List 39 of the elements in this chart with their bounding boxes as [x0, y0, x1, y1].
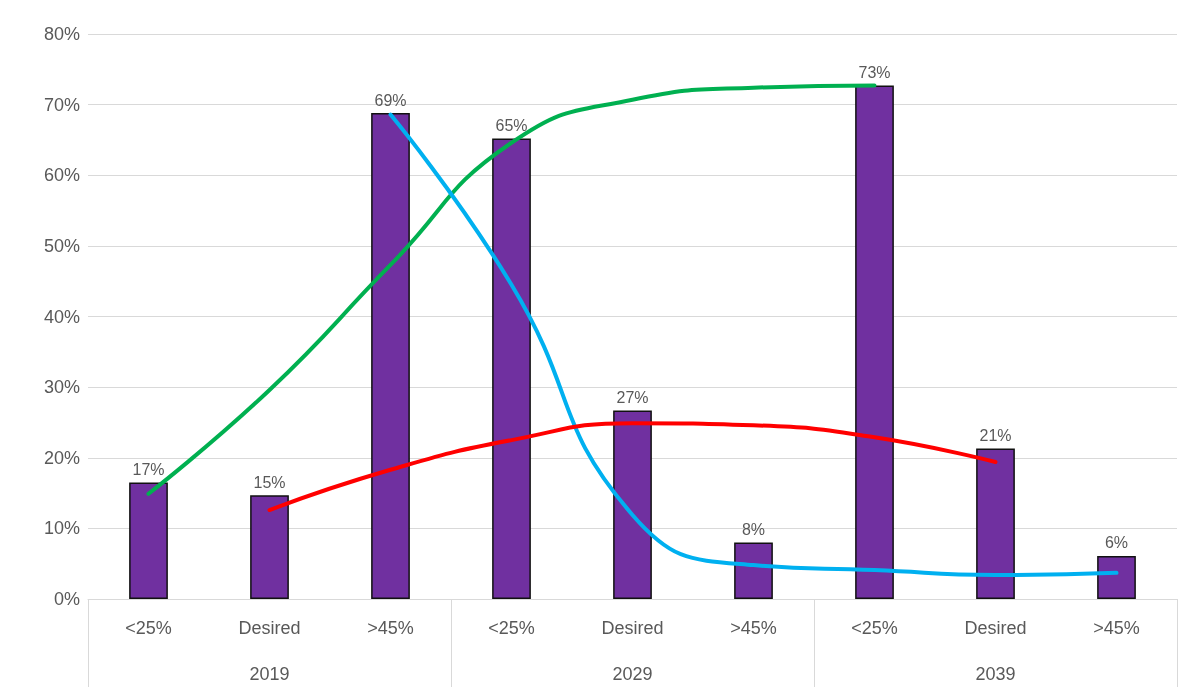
bar	[492, 138, 531, 599]
data-label: 73%	[858, 64, 891, 82]
y-tick-label: 0%	[53, 589, 80, 609]
data-label: 8%	[741, 521, 766, 538]
x-tick-label: Desired	[238, 618, 301, 638]
x-tick-label: Desired	[964, 618, 1027, 638]
x-tick-label: >45%	[367, 618, 414, 638]
bar	[371, 113, 410, 599]
x-tick-label: <25%	[851, 618, 898, 638]
y-tick-label: 30%	[43, 377, 80, 398]
data-label: 15%	[253, 473, 286, 491]
bar	[613, 410, 652, 599]
x-tick-label: >45%	[1093, 618, 1140, 638]
text: 2039	[975, 664, 1016, 684]
data-label: 27%	[616, 388, 649, 406]
x-tick-label: >45%	[730, 618, 777, 638]
data-label: 21%	[979, 427, 1012, 445]
data-label: 69%	[374, 91, 407, 109]
bar	[1097, 555, 1136, 599]
text: 2029	[612, 664, 653, 684]
data-label: 6%	[1104, 534, 1129, 552]
x-tick-label: Desired	[601, 618, 664, 638]
bar	[129, 482, 168, 599]
y-tick-label: 10%	[43, 518, 80, 539]
y-tick-label: 70%	[43, 94, 80, 115]
y-tick-label: 40%	[43, 306, 80, 327]
x-tick-label: <25%	[488, 618, 535, 638]
y-tick-label: 50%	[43, 235, 80, 256]
y-tick-label: 80%	[43, 24, 80, 44]
bar	[855, 85, 894, 599]
text: 2019	[249, 664, 290, 684]
x-tick-label: <25%	[125, 618, 172, 638]
bar	[250, 495, 289, 599]
bar	[734, 542, 773, 599]
bar	[976, 448, 1015, 599]
data-label: 17%	[132, 460, 165, 478]
data-label: 65%	[495, 117, 528, 135]
y-tick-label: 60%	[43, 165, 80, 186]
y-tick-label: 20%	[43, 447, 80, 468]
